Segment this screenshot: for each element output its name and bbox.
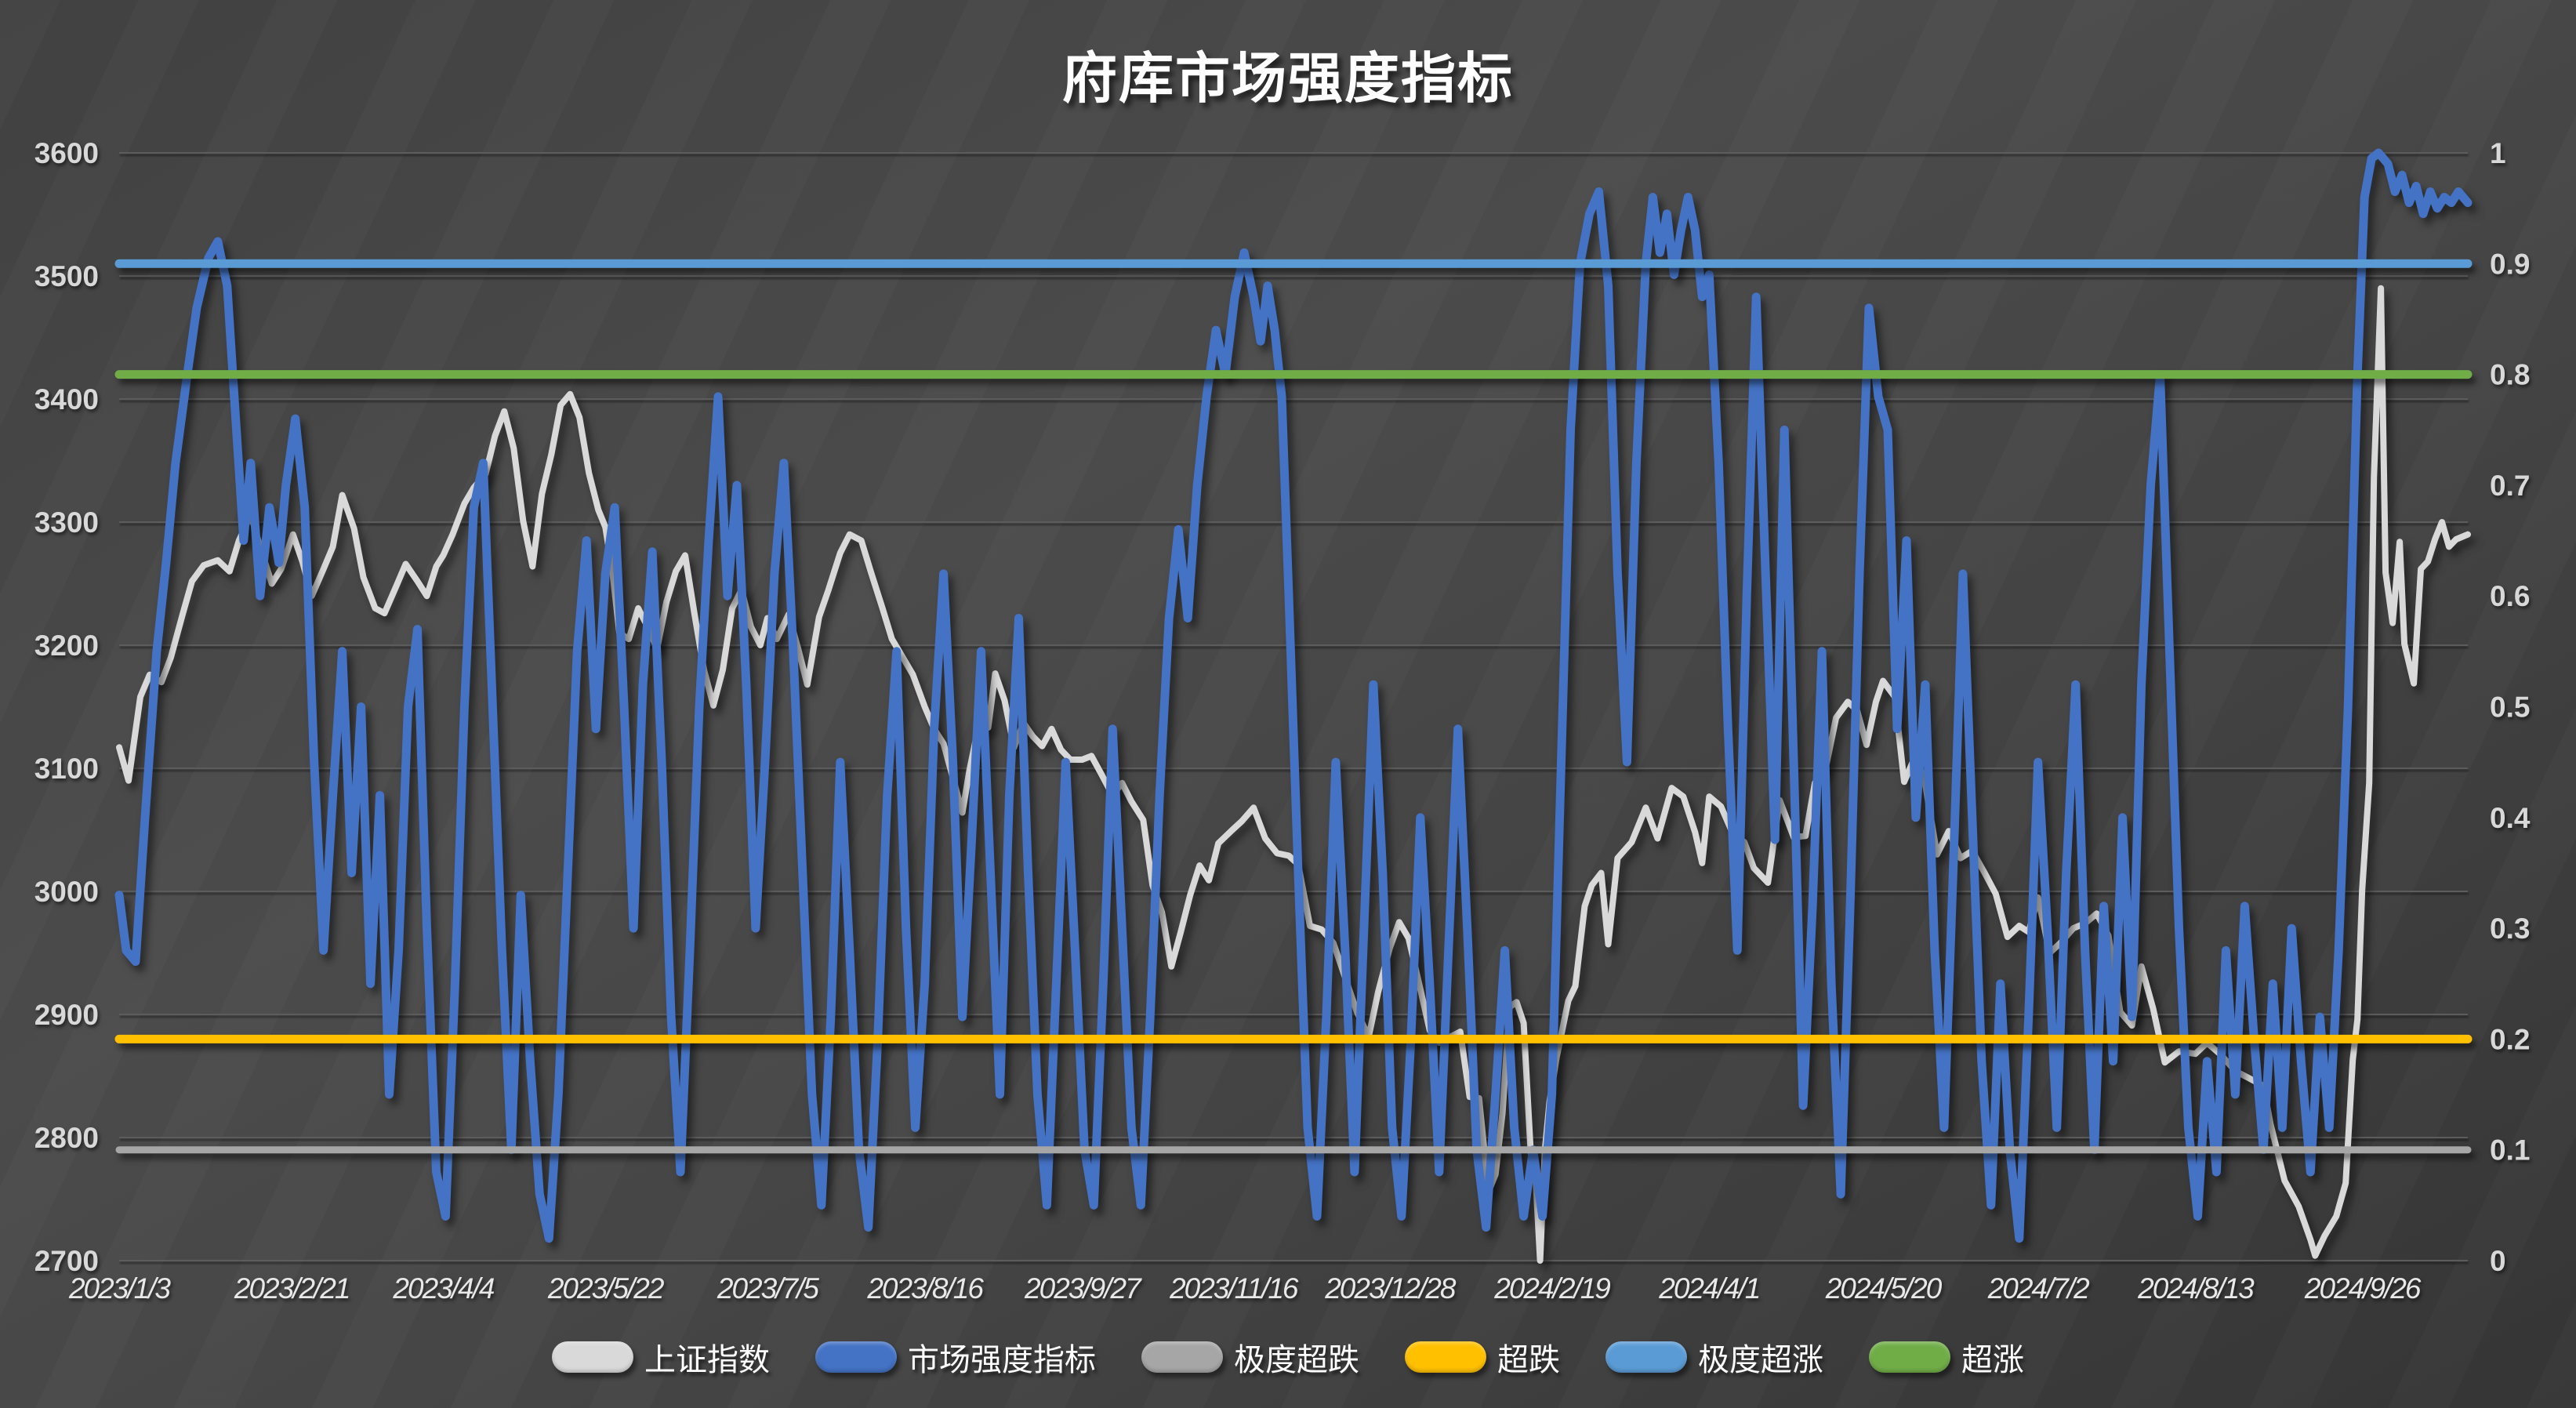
x-axis-tick-label: 2023/8/16: [866, 1272, 984, 1305]
x-axis-tick-label: 2023/1/3: [68, 1272, 171, 1305]
legend-label-extreme-oversold: 极度超跌: [1234, 1343, 1359, 1377]
legend-swatch-strength: [815, 1341, 897, 1373]
legend-label-extreme-overbought: 极度超涨: [1698, 1343, 1823, 1377]
left-axis-tick-label: 3600: [34, 137, 99, 169]
left-axis-tick-label: 2700: [34, 1245, 99, 1277]
legend-label-sse: 上证指数: [644, 1343, 770, 1377]
right-axis-tick-label: 0.9: [2490, 248, 2530, 280]
legend-item-sse[interactable]: 上证指数: [552, 1334, 770, 1380]
x-axis-tick-label: 2024/9/26: [2304, 1272, 2422, 1305]
legend-item-oversold[interactable]: 超跌: [1405, 1334, 1560, 1380]
legend-swatch-oversold: [1405, 1341, 1486, 1373]
legend-swatch-overbought: [1869, 1341, 1950, 1373]
legend-label-overbought: 超涨: [1961, 1343, 2024, 1377]
right-axis-tick-label: 0.7: [2490, 470, 2530, 502]
legend-item-extreme-overbought[interactable]: 极度超涨: [1605, 1334, 1823, 1380]
right-axis-tick-label: 0.6: [2490, 580, 2530, 612]
right-axis-tick-labels: 1 0.9 0.8 0.7 0.6 0.5 0.4 0.3 0.2 0.1 0: [2490, 137, 2531, 1277]
legend-item-extreme-oversold[interactable]: 极度超跌: [1141, 1334, 1359, 1380]
left-axis-tick-label: 2900: [34, 999, 99, 1031]
x-axis-tick-label: 2023/4/4: [392, 1272, 494, 1305]
right-axis-tick-label: 0.2: [2490, 1023, 2530, 1055]
x-axis-tick-label: 2024/4/1: [1658, 1272, 1759, 1305]
x-axis-tick-label: 2024/2/19: [1493, 1272, 1610, 1305]
series-market-strength-line[interactable]: [114, 148, 2473, 1243]
x-axis-tick-label: 2024/5/20: [1825, 1272, 1943, 1305]
legend-label-strength: 市场强度指标: [908, 1343, 1096, 1377]
legend-item-strength[interactable]: 市场强度指标: [815, 1334, 1096, 1380]
left-axis-tick-labels: 3600 3500 3400 3300 3200 3100 3000 2900 2800 2700: [34, 137, 99, 1277]
legend-swatch-extreme-oversold: [1141, 1341, 1223, 1373]
chart-title: 府库市场强度指标: [1062, 48, 1514, 109]
right-axis-tick-label: 1: [2490, 137, 2506, 169]
left-axis-tick-label: 2800: [34, 1122, 99, 1154]
legend-swatch-sse: [552, 1341, 633, 1373]
x-axis-tick-labels: 2023/1/3 2023/2/21 2023/4/4 2023/5/22 2023/7…: [68, 1272, 2423, 1305]
left-axis-tick-label: 3500: [34, 260, 99, 292]
right-axis-tick-label: 0.8: [2490, 359, 2530, 391]
x-axis-tick-label: 2023/7/5: [717, 1272, 819, 1305]
x-axis-tick-label: 2024/7/2: [1987, 1272, 2090, 1305]
legend-swatch-extreme-overbought: [1605, 1341, 1687, 1373]
left-axis-tick-label: 3300: [34, 506, 99, 539]
x-axis-tick-label: 2024/8/13: [2137, 1272, 2255, 1305]
left-axis-tick-label: 3400: [34, 383, 99, 416]
x-axis-tick-label: 2023/9/27: [1024, 1272, 1142, 1305]
right-axis-tick-label: 0.5: [2490, 691, 2530, 724]
left-axis-tick-label: 3200: [34, 630, 99, 662]
left-axis-tick-label: 3000: [34, 876, 99, 908]
right-axis-tick-label: 0.3: [2490, 913, 2530, 945]
x-axis-tick-label: 2023/11/16: [1169, 1272, 1299, 1305]
right-axis-tick-label: 0.1: [2490, 1134, 2530, 1167]
gridlines: [119, 152, 2468, 1261]
legend-label-oversold: 超跌: [1497, 1343, 1560, 1377]
right-axis-tick-label: 0.4: [2490, 802, 2531, 834]
left-axis-tick-label: 3100: [34, 753, 99, 785]
right-axis-tick-label: 0: [2490, 1245, 2506, 1277]
x-axis-tick-label: 2023/2/21: [234, 1272, 350, 1305]
legend-item-overbought[interactable]: 超涨: [1869, 1334, 2024, 1380]
chart-legend: 上证指数 市场强度指标 极度超跌 超跌 极度超涨 超涨: [0, 1334, 2576, 1380]
x-axis-tick-label: 2023/12/28: [1324, 1272, 1457, 1305]
x-axis-tick-label: 2023/5/22: [547, 1272, 665, 1305]
